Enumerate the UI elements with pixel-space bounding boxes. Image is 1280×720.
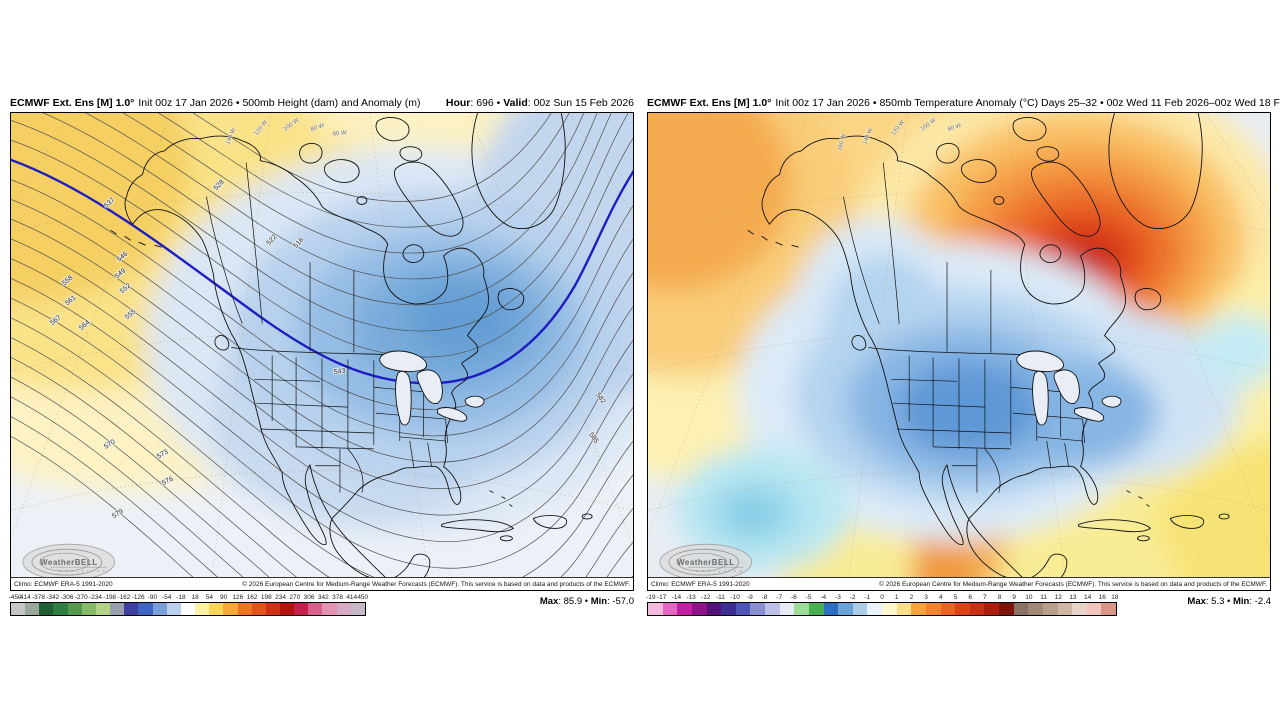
height-legend-row: -450 -414 -378 -342 -306 -270 -234 -198 -162 -126… [8, 594, 634, 616]
temp-anomaly-field [648, 113, 1270, 590]
map-attribution: Climo: ECMWF ERA-5 1991-2020 © 2026 Euro… [648, 577, 1270, 590]
panel-temp-anomaly: ECMWF Ext. Ens [M] 1.0° Init 00z 17 Jan … [646, 96, 1280, 616]
title-product: ECMWF Ext. Ens [M] 1.0° [10, 97, 135, 109]
colorbar-swatches [10, 602, 366, 616]
climo-note: Climo: ECMWF ERA-5 1991-2020 [14, 580, 113, 588]
panel-height-anomaly: ECMWF Ext. Ens [M] 1.0° Init 00z 17 Jan … [8, 96, 634, 616]
max-min-stats: Max: 85.9 • Min: -57.0 [539, 596, 634, 607]
weatherbell-logo [22, 543, 116, 581]
height-colorbar: -450 -414 -378 -342 -306 -270 -234 -198 -162 -126… [8, 594, 369, 616]
copyright-note: © 2026 European Centre for Medium-Range … [242, 580, 630, 588]
copyright-note: © 2026 European Centre for Medium-Range … [879, 580, 1267, 588]
colorbar-tick-labels: -450 -414 -378 -342 -306 -270 -234 -198 -162 -126… [8, 594, 369, 601]
temp-colorbar: -19 -17 -14 -13 -12 -11 -10 -9 -8 -7 -6 -5 -4 -3 -2 -1 0… [646, 594, 1119, 616]
panel-title: ECMWF Ext. Ens [M] 1.0° Init 00z 17 Jan … [10, 96, 634, 112]
colorbar-swatches [647, 602, 1117, 616]
temp-map-frame: 160 W 140 W 120 W 100 W 80 W Climo: ECMWF ER… [647, 112, 1271, 591]
title-detail: Init 00z 17 Jan 2026 • 850mb Temperature… [775, 97, 1280, 109]
weatherbell-logo [659, 543, 753, 581]
height-anomaly-map: 5165225285375435465495525555585615645675… [11, 113, 633, 590]
title-hour-valid: Hour: 696 • Valid: 00z Sun 15 Feb 2026 [445, 97, 634, 109]
max-min-stats: Max: 5.3 • Min: -2.4 [1187, 596, 1271, 607]
title-detail: Init 00z 17 Jan 2026 • 500mb Height (dam… [138, 97, 421, 109]
temp-anomaly-map: 160 W 140 W 120 W 100 W 80 W [648, 113, 1270, 590]
climo-note: Climo: ECMWF ERA-5 1991-2020 [651, 580, 750, 588]
height-anomaly-field [11, 113, 633, 536]
svg-text:60 W: 60 W [333, 130, 348, 137]
temp-legend-row: -19 -17 -14 -13 -12 -11 -10 -9 -8 -7 -6 -5 -4 -3 -2 -1 0… [646, 594, 1271, 616]
panel-title: ECMWF Ext. Ens [M] 1.0° Init 00z 17 Jan … [647, 96, 1280, 112]
height-map-frame: 516 522 528 537 543 546 549 552 555 558 561 564 567 5… [10, 112, 634, 591]
svg-text:543: 543 [333, 368, 346, 377]
map-attribution: Climo: ECMWF ERA-5 1991-2020 © 2026 Euro… [11, 577, 633, 590]
title-product: ECMWF Ext. Ens [M] 1.0° [647, 97, 772, 109]
colorbar-tick-labels: -19 -17 -14 -13 -12 -11 -10 -9 -8 -7 -6 -5 -4 -3 -2 -1 0… [646, 594, 1119, 601]
svg-text:160 W: 160 W [837, 133, 847, 152]
